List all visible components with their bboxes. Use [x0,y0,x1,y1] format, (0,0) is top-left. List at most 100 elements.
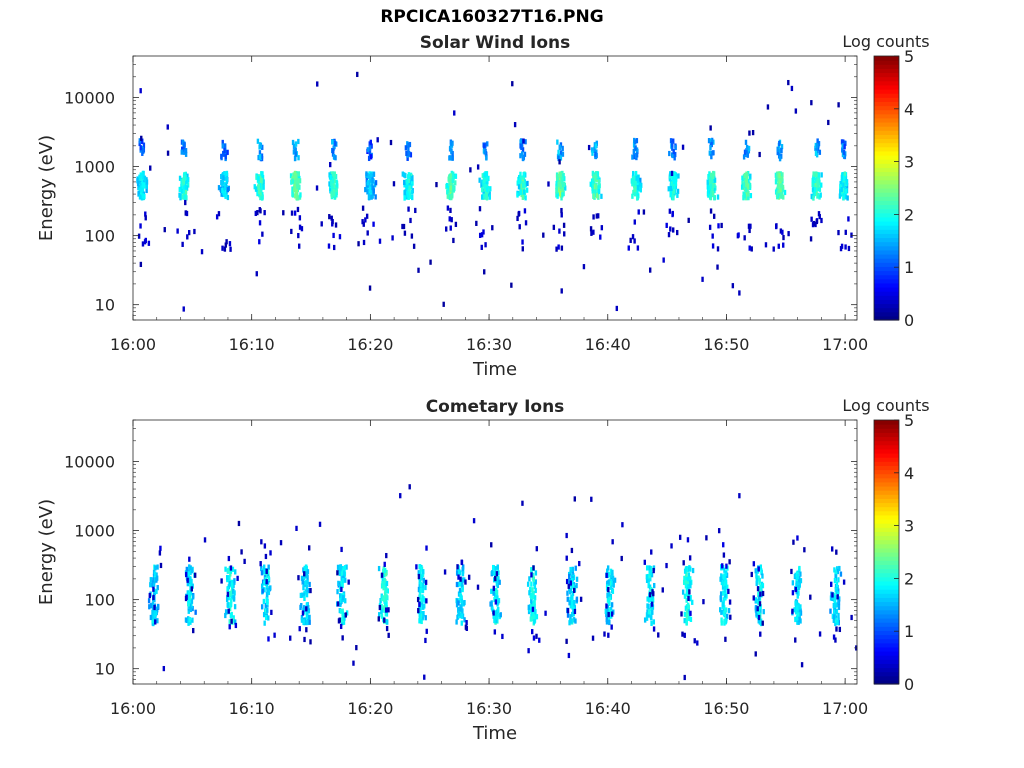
heatmap-cell [720,579,724,586]
heatmap-cell [797,590,800,596]
heatmap-cell [189,594,192,600]
heatmap-cell [683,632,686,638]
colorbar-segment [874,580,899,586]
colorbar-segment [874,461,899,466]
heatmap-cell [385,625,389,632]
heatmap-cell [138,138,142,144]
heatmap-cell [422,611,425,617]
heatmap-cell [516,215,519,222]
heatmap-cell [237,520,241,527]
heatmap-cell [460,620,463,626]
heatmap-cell [590,230,593,236]
heatmap-cell [377,565,381,572]
heatmap-cell [642,209,646,215]
heatmap-cell [387,607,390,613]
heatmap-cell [596,193,599,199]
heatmap-cell [454,180,457,186]
heatmap-cell [448,216,451,222]
heatmap-cell [383,617,386,623]
heatmap-cell [569,580,573,586]
heatmap-cell [184,148,188,154]
heatmap-cell [478,177,481,183]
heatmap-cell [708,224,712,230]
heatmap-cell [306,569,310,575]
heatmap-cell [760,568,763,574]
heatmap-cell [156,603,160,610]
heatmap-cell [676,188,680,194]
heatmap-cell [841,147,844,153]
heatmap-cell [378,238,382,244]
heatmap-cell [215,214,219,220]
heatmap-cell [298,178,302,184]
heatmap-cell [417,607,420,614]
heatmap-cell [840,186,843,193]
heatmap-cell [560,177,563,183]
heatmap-cell [480,244,483,250]
heatmap-cell [815,173,819,180]
heatmap-cell [594,151,597,157]
heatmap-cell [834,608,838,615]
heatmap-cell [837,599,840,605]
heatmap-cell [621,522,624,528]
heatmap-cell [224,184,227,190]
heatmap-cell [532,614,535,620]
colorbar-segment [874,89,899,94]
heatmap-cell [745,180,749,186]
heatmap-cell [263,543,267,549]
heatmap-cell [558,144,562,150]
heatmap-cell [669,226,672,232]
heatmap-cell [685,589,689,595]
heatmap-cell [843,144,846,150]
heatmap-cell [818,149,822,155]
heatmap-cell [262,569,266,575]
heatmap-cell [399,493,402,499]
heatmap-cell [521,500,524,506]
heatmap-cell [534,609,537,615]
colorbar-segment [874,167,899,173]
heatmap-cell [460,613,464,619]
heatmap-cell [814,177,818,183]
colorbar-segment [874,225,899,230]
heatmap-cell [636,195,639,201]
heatmap-cell [225,596,229,602]
heatmap-cell [837,604,841,610]
heatmap-cell [775,223,778,229]
heatmap-cell [567,652,571,659]
heatmap-cell [485,171,488,177]
heatmap-cell [837,588,840,594]
heatmap-cell [187,608,190,614]
heatmap-cell [484,193,488,200]
colorbar-segment [874,105,899,111]
heatmap-cell [372,188,375,194]
heatmap-cell [299,192,302,198]
heatmap-cell [720,573,723,579]
heatmap-cell [260,570,264,576]
heatmap-cell [445,182,449,189]
colorbar-segment [874,448,899,454]
heatmap-cell [187,571,190,577]
heatmap-cell [382,566,385,572]
heatmap-cell [488,191,491,197]
heatmap-cell [592,214,595,220]
heatmap-cell [672,175,675,181]
heatmap-cell [558,159,561,165]
heatmap-cell [137,190,140,197]
colorbar-segment [874,109,899,115]
heatmap-cell [367,173,371,180]
heatmap-cell [835,549,838,555]
heatmap-cell [606,604,610,611]
heatmap-cell [748,245,751,251]
heatmap-cell [595,172,598,179]
heatmap-cell [226,586,229,592]
heatmap-cell [485,179,489,185]
heatmap-cell [563,231,566,237]
heatmap-cell [689,616,693,622]
heatmap-cell [279,540,283,546]
heatmap-cell [144,237,147,244]
heatmap-cell [627,245,630,251]
heatmap-cell [481,179,484,185]
heatmap-cell [761,590,765,597]
heatmap-cell [188,556,191,562]
heatmap-cell [671,145,674,151]
heatmap-cell [530,599,533,605]
